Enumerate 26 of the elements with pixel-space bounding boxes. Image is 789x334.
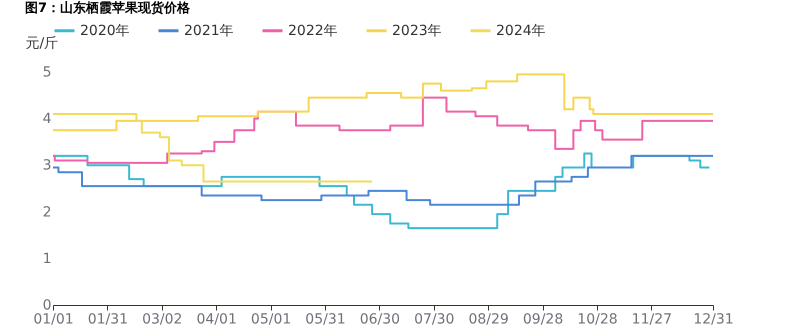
legend-label: 2021年 xyxy=(184,22,234,39)
x-tick-label: 03/02 xyxy=(142,312,182,328)
x-tick-label: 04/01 xyxy=(196,312,237,328)
x-tick-label: 05/31 xyxy=(305,312,346,328)
x-tick-label: 01/01 xyxy=(33,312,74,328)
y-axis-title: 元/斤 xyxy=(26,36,58,52)
chart-title: 图7：山东栖霞苹果现货价格 xyxy=(25,0,192,16)
x-tick-label: 05/01 xyxy=(250,312,292,328)
legend-label: 2023年 xyxy=(392,22,442,39)
x-tick-label: 07/30 xyxy=(414,312,454,328)
x-tick-label: 08/29 xyxy=(468,312,509,328)
x-tick-label: 12/31 xyxy=(693,312,734,328)
x-tick-label: 01/31 xyxy=(88,312,128,328)
x-tick-label: 11/27 xyxy=(632,312,672,328)
x-tick-label: 06/30 xyxy=(360,312,400,328)
y-tick-label: 4 xyxy=(42,111,52,128)
y-tick-label: 0 xyxy=(42,298,52,314)
y-tick-label: 2 xyxy=(42,204,52,220)
y-tick-label: 5 xyxy=(42,64,52,80)
legend-label: 2024年 xyxy=(496,22,546,39)
y-tick-label: 3 xyxy=(42,158,52,174)
legend-label: 2022年 xyxy=(288,22,338,39)
y-tick-label: 1 xyxy=(42,250,52,267)
x-tick-label: 10/28 xyxy=(577,312,618,328)
x-tick-label: 09/28 xyxy=(522,312,564,328)
legend-label: 2020年 xyxy=(80,22,130,39)
